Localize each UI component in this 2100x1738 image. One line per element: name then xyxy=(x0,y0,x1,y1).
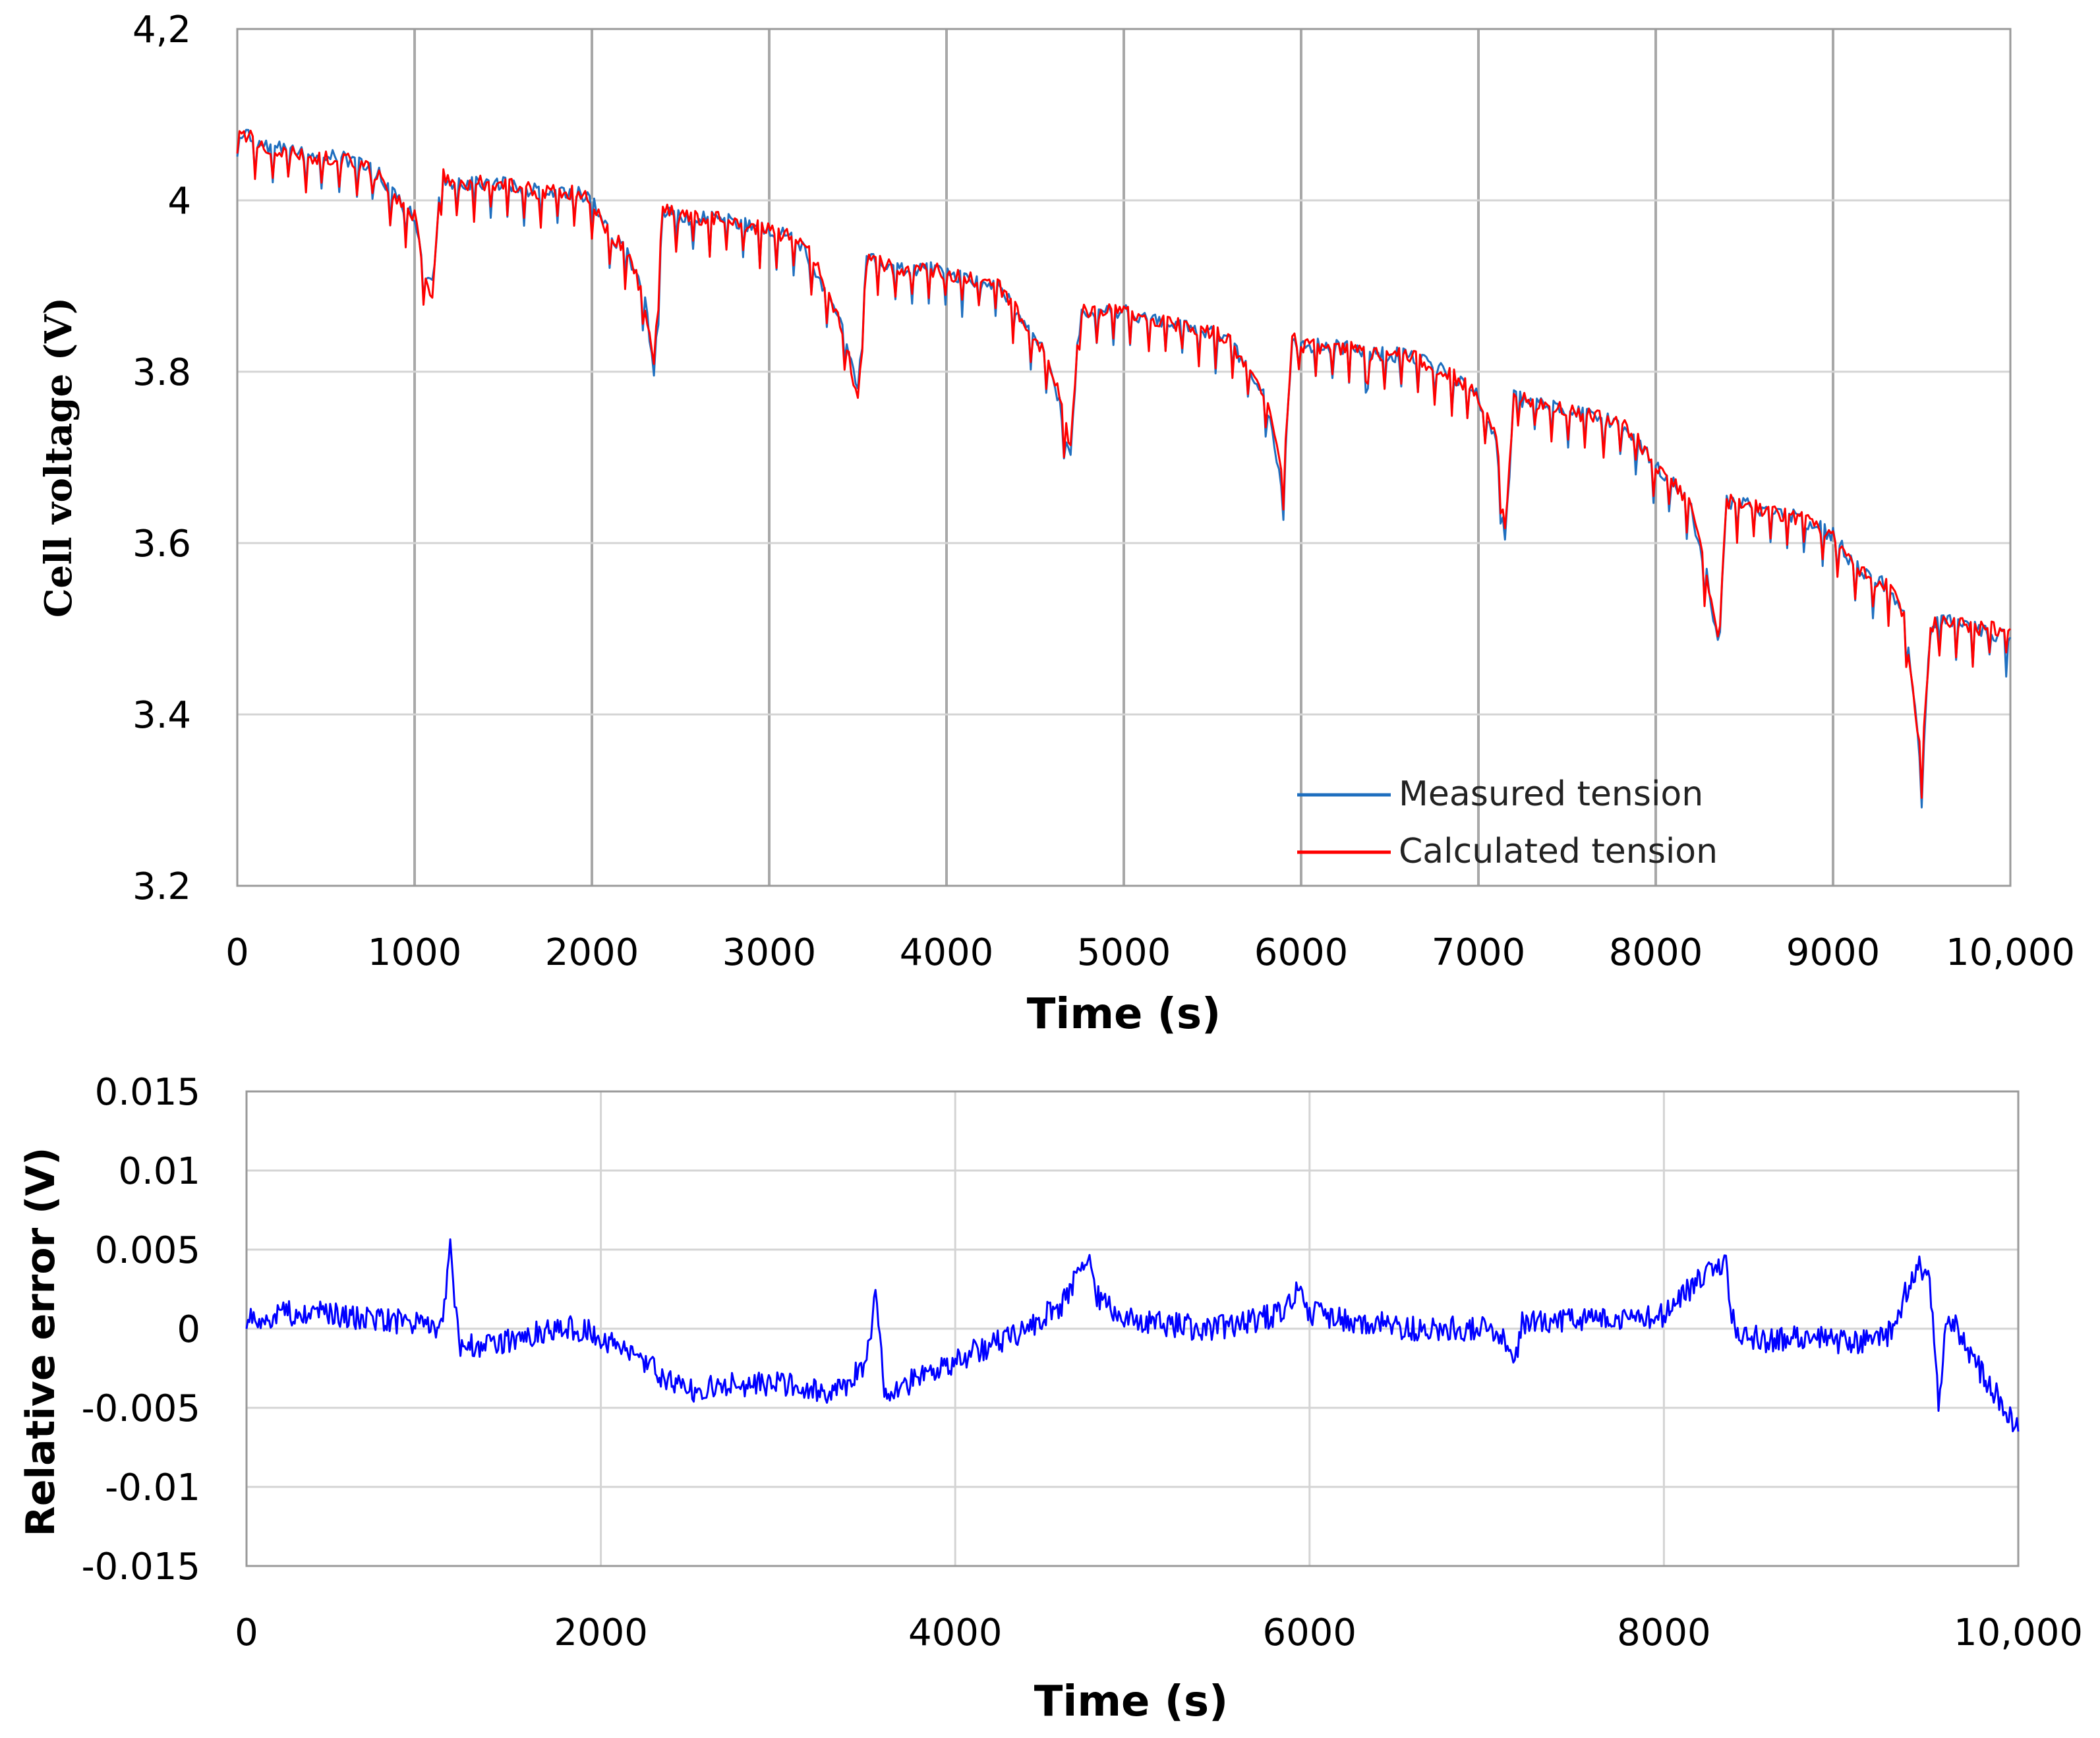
x-tick-label: 6000 xyxy=(1263,1611,1357,1654)
error-chart: -0.015 -0.01 -0.005 0 0.005 0.01 0.015 0 2000 40… xyxy=(18,1071,2083,1726)
error-chart-grid xyxy=(247,1091,2018,1566)
x-tick-label: 3000 xyxy=(722,931,817,974)
y-tick-label: 3.2 xyxy=(132,865,191,908)
y-tick-label: -0.015 xyxy=(81,1546,200,1588)
x-tick-label: 1000 xyxy=(368,931,462,974)
series-line-relative-error xyxy=(245,1238,2020,1433)
legend-label-calculated: Calculated tension xyxy=(1399,832,1718,871)
x-tick-label: 4000 xyxy=(900,931,994,974)
x-tick-label: 7000 xyxy=(1432,931,1526,974)
x-tick-label: 10,000 xyxy=(1946,931,2075,974)
voltage-chart: 3.2 3.4 3.6 3.8 4 4,2 0 1000 2000 3000 4000 5000 60… xyxy=(37,9,2075,1039)
y-tick-label: 4,2 xyxy=(132,9,191,51)
voltage-chart-legend: Measured tension Calculated tension xyxy=(1297,774,1718,871)
voltage-chart-y-axis-title: Cell voltage (V) xyxy=(37,297,80,618)
y-tick-label: 0.005 xyxy=(95,1229,200,1272)
y-tick-label: 4 xyxy=(167,180,191,223)
x-tick-label: 5000 xyxy=(1077,931,1171,974)
error-chart-series xyxy=(245,1238,2020,1433)
voltage-chart-series xyxy=(236,129,2012,809)
x-tick-label: 0 xyxy=(235,1611,258,1654)
x-tick-label: 2000 xyxy=(545,931,639,974)
series-line-calculated-tension xyxy=(236,129,2012,799)
y-tick-label: 0.01 xyxy=(118,1150,200,1193)
x-tick-label: 4000 xyxy=(908,1611,1003,1654)
y-tick-label: 3.8 xyxy=(132,351,191,394)
voltage-chart-plot-area xyxy=(236,28,2012,887)
error-chart-y-axis-title: Relative error (V) xyxy=(18,1147,64,1537)
voltage-chart-x-axis-title: Time (s) xyxy=(1027,990,1221,1039)
voltage-chart-grid xyxy=(237,29,2010,886)
legend-label-measured: Measured tension xyxy=(1399,774,1703,814)
error-chart-x-tick-labels: 0 2000 4000 6000 8000 10,000 xyxy=(235,1611,2083,1654)
voltage-chart-x-tick-labels: 0 1000 2000 3000 4000 5000 6000 7000 8000 9000 10,… xyxy=(225,931,2075,974)
y-tick-label: 0 xyxy=(177,1308,200,1351)
y-tick-label: 3.4 xyxy=(132,694,191,737)
error-chart-y-tick-labels: -0.015 -0.01 -0.005 0 0.005 0.01 0.015 xyxy=(81,1071,200,1588)
x-tick-label: 8000 xyxy=(1617,1611,1711,1654)
x-tick-label: 6000 xyxy=(1254,931,1349,974)
y-tick-label: -0.005 xyxy=(81,1387,200,1430)
y-tick-label: 0.015 xyxy=(95,1071,200,1114)
y-tick-label: 3.6 xyxy=(132,523,191,565)
x-tick-label: 10,000 xyxy=(1954,1611,2083,1654)
x-tick-label: 2000 xyxy=(554,1611,648,1654)
error-chart-x-axis-title: Time (s) xyxy=(1034,1677,1229,1726)
x-tick-label: 0 xyxy=(225,931,249,974)
y-tick-label: -0.01 xyxy=(105,1466,200,1509)
x-tick-label: 9000 xyxy=(1786,931,1881,974)
voltage-chart-y-tick-labels: 3.2 3.4 3.6 3.8 4 4,2 xyxy=(132,9,191,908)
x-tick-label: 8000 xyxy=(1609,931,1703,974)
